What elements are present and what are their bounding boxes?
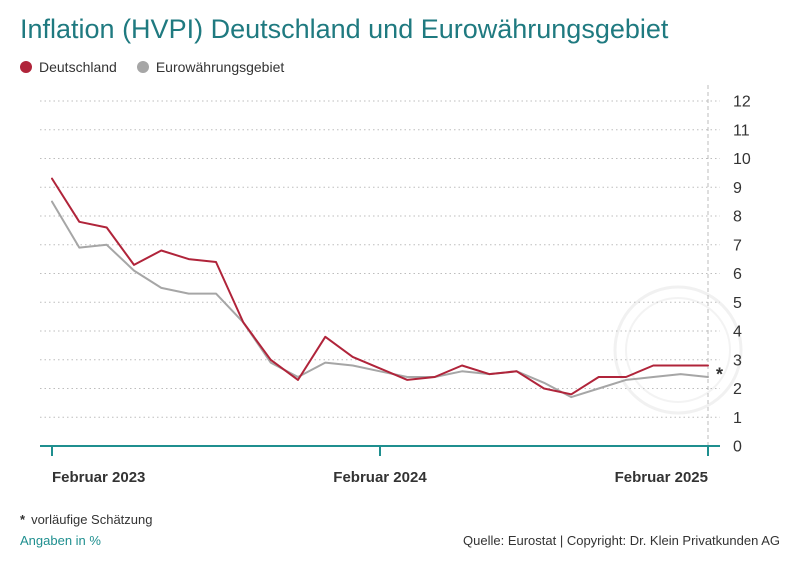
legend-label-euro: Eurowährungsgebiet [155, 59, 285, 75]
legend-item-euro: Eurowährungsgebiet [136, 59, 285, 75]
series-line-deutschland [51, 177, 709, 396]
footnote-text: vorläufige Schätzung [31, 512, 153, 527]
legend-dot-euro [136, 61, 149, 73]
y-tick-label: 4 [733, 324, 742, 341]
y-tick-label: 1 [733, 410, 742, 427]
legend: Deutschland Eurowährungsgebiet [20, 59, 284, 75]
unit-note: Angaben in % [20, 533, 101, 548]
y-tick-label: 9 [733, 180, 742, 197]
y-tick-label: 3 [733, 352, 742, 369]
y-tick-label: 10 [733, 151, 751, 168]
y-tick-label: 2 [733, 381, 742, 398]
x-tick-label: Februar 2024 [333, 469, 427, 486]
x-tick-label: Februar 2025 [615, 469, 708, 486]
watermark-ring-inner [625, 297, 731, 403]
watermark-ring-outer [613, 285, 743, 415]
legend-item-deutschland: Deutschland [20, 59, 117, 75]
footnote: * vorläufige Schätzung [20, 512, 152, 527]
legend-label-deutschland: Deutschland [39, 59, 117, 75]
y-tick-label: 11 [733, 122, 750, 139]
chart-title: Inflation (HVPI) Deutschland und Eurowäh… [20, 14, 669, 44]
series-line-euro [51, 200, 709, 399]
y-tick-label: 5 [733, 295, 742, 312]
footnote-symbol: * [20, 512, 26, 527]
x-tick-label: Februar 2023 [52, 469, 145, 486]
estimate-annotation: * [716, 364, 723, 384]
y-tick-label: 6 [733, 266, 742, 283]
y-tick-label: 8 [733, 209, 742, 226]
y-tick-label: 0 [733, 439, 742, 456]
y-tick-label: 12 [733, 94, 751, 111]
y-tick-label: 7 [733, 237, 742, 254]
source-credit: Quelle: Eurostat | Copyright: Dr. Klein … [463, 533, 780, 548]
legend-dot-deutschland [20, 61, 32, 73]
